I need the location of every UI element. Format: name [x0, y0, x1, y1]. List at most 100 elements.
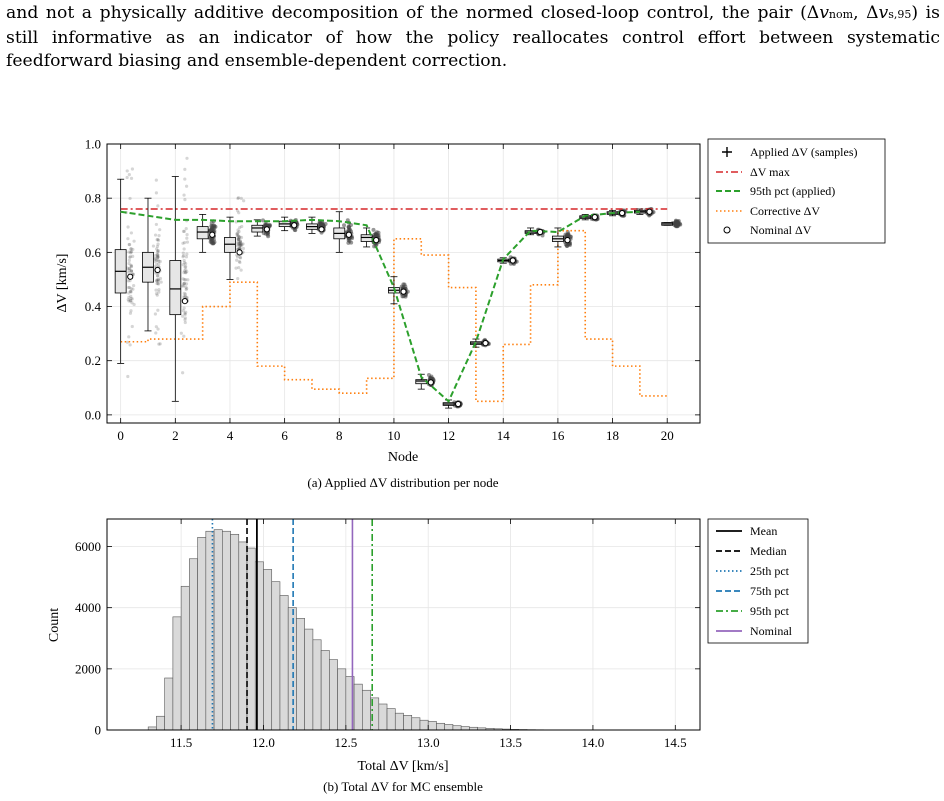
hist-bar: [386, 708, 396, 730]
chart-b-bars: [147, 529, 577, 730]
x-tick-label: 8: [336, 428, 343, 443]
sample-point: [153, 257, 157, 261]
hist-bar: [222, 530, 231, 730]
sample-point: [132, 283, 136, 288]
sample-point: [131, 287, 135, 291]
sample-point: [240, 224, 244, 229]
sample-point: [182, 247, 186, 251]
sample-point: [185, 252, 189, 256]
legend-b-label: Nominal: [750, 624, 793, 638]
box-body: [360, 234, 373, 242]
sample-point: [181, 255, 185, 259]
sample-point: [129, 296, 133, 301]
nominal-point: [345, 231, 352, 238]
sample-point: [182, 269, 187, 273]
hist-bar: [353, 683, 363, 730]
sample-point: [236, 237, 240, 241]
sample-point: [129, 176, 134, 180]
y-tick-label: 0.0: [85, 407, 101, 422]
sample-point: [181, 251, 185, 255]
sample-point: [154, 325, 158, 329]
sample-point: [156, 238, 161, 242]
sample-point: [131, 254, 135, 258]
sample-point: [155, 252, 159, 257]
sample-point: [129, 294, 133, 298]
sample-point: [129, 269, 134, 273]
sample-point: [151, 244, 156, 248]
sample-point: [155, 258, 159, 262]
sample-point: [235, 232, 240, 236]
nominal-point: [482, 339, 489, 347]
sample-point: [157, 342, 161, 346]
chart-b-frame: [106, 518, 701, 731]
sample-point: [129, 250, 134, 254]
sample-point: [426, 372, 431, 377]
sample-point: [238, 243, 242, 247]
sample-point: [156, 242, 160, 246]
sample-point: [127, 267, 131, 271]
sample-point: [156, 255, 160, 259]
sample-point: [183, 320, 187, 325]
sample-point: [156, 255, 160, 259]
sample-point: [129, 287, 133, 291]
box-body: [196, 226, 209, 240]
hist-bar: [444, 724, 454, 730]
sample-point: [127, 242, 131, 247]
box-node-16: [551, 227, 564, 248]
y-tick-label: 0.6: [85, 245, 102, 260]
sample-point: [236, 242, 240, 247]
sample-point: [155, 279, 159, 283]
hist-bar: [304, 628, 314, 730]
sample-point: [157, 259, 161, 263]
sample-point: [158, 342, 162, 346]
sample-point: [236, 231, 240, 235]
sample-point: [239, 240, 243, 245]
hist-bar: [378, 703, 388, 730]
sample-point: [128, 255, 133, 259]
sample-point: [236, 196, 241, 200]
sample-point: [129, 263, 133, 267]
sample-point: [183, 197, 187, 202]
sample-point: [239, 196, 243, 200]
sample-point: [238, 235, 242, 239]
chart-b-ticks: 11.5 12.0 12.5 13.0 13.5 14.0 14.5 0 2000 4000 600…: [75, 519, 700, 750]
sample-point: [155, 244, 160, 249]
sample-point: [126, 374, 130, 379]
sample-point: [125, 169, 129, 173]
sample-point: [183, 265, 187, 269]
hist-bar: [287, 607, 297, 730]
sample-point: [209, 224, 214, 229]
x-tick-label: 12.0: [252, 735, 275, 750]
sample-point: [184, 282, 189, 286]
sample-point: [129, 289, 133, 294]
sample-point: [182, 281, 186, 286]
box-node-15: [524, 227, 537, 236]
sample-point: [184, 184, 189, 188]
sample-point: [237, 211, 241, 215]
sample-point: [400, 294, 405, 299]
legend-b-25th-pct: 25th pct: [716, 564, 790, 578]
sample-point: [127, 258, 131, 262]
sample-point: [347, 238, 352, 243]
sample-point: [156, 250, 160, 254]
chart-b-legend-entries: Mean Median 25th pct 75th pct 95th pct Nomina…: [716, 524, 793, 638]
sample-point: [267, 223, 272, 228]
y-tick-label: 0.8: [85, 191, 101, 206]
sample-point: [127, 299, 131, 303]
nominal-point: [509, 257, 516, 264]
sample-point: [342, 223, 347, 228]
sample-point: [184, 271, 188, 275]
hist-bar: [436, 722, 445, 730]
sample-point: [182, 271, 186, 275]
sample-point: [238, 243, 242, 247]
sample-point: [213, 224, 218, 229]
sample-point: [181, 309, 185, 313]
sample-point: [155, 278, 159, 282]
sample-point: [238, 244, 242, 248]
sample-point: [129, 231, 133, 235]
hist-bar: [296, 618, 305, 730]
sample-point: [125, 266, 129, 270]
y-tick-label: 1.0: [85, 137, 101, 152]
x-tick-label: 10: [387, 428, 400, 443]
paragraph-line1: and not a physically additive decomposit…: [6, 3, 940, 23]
